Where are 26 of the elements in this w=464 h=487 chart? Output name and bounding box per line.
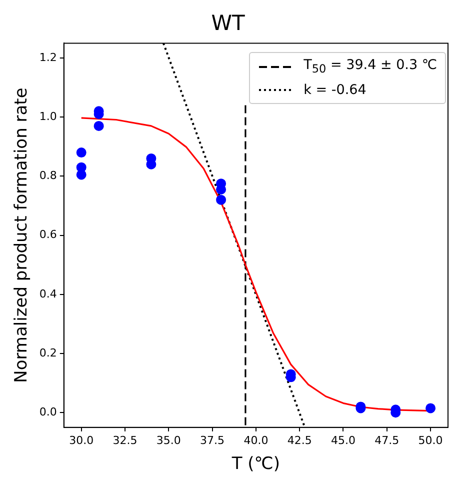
legend-label: T$_{50}$ = 39.4 ± 0.3 ℃ [304,56,437,78]
x-tick-label: 32.5 [112,434,138,447]
x-tick-label: 35.0 [156,434,181,447]
point [216,194,226,205]
x-tick-label: 47.5 [374,434,400,447]
x-tick-label: 45.0 [330,434,356,447]
y-tick-label: 0.6 [39,228,57,242]
y-tick-label: 0.8 [39,169,57,182]
point [426,403,436,414]
point [76,148,86,158]
chart-title: WT [211,11,245,36]
x-tick-label: 40.0 [244,434,268,447]
x-tick-label: 50.0 [418,434,443,447]
x-axis-title: T (℃) [230,454,280,474]
y-tick-label: 0.0 [39,405,57,418]
point [94,120,104,131]
y-tick-label: 1.0 [39,110,57,123]
legend-label: k = -0.64 [304,80,366,100]
y-tick-label: 1.2 [39,50,57,64]
x-tick-label: 42.5 [287,434,312,447]
y-tick-label: 0.2 [39,346,57,360]
y-axis-title: Normalized product formation rate [12,88,32,383]
x-tick-label: 30.0 [69,434,94,447]
y-tick-label: 0.4 [39,287,57,300]
x-tick-label: 37.5 [200,434,225,447]
point [76,170,86,180]
